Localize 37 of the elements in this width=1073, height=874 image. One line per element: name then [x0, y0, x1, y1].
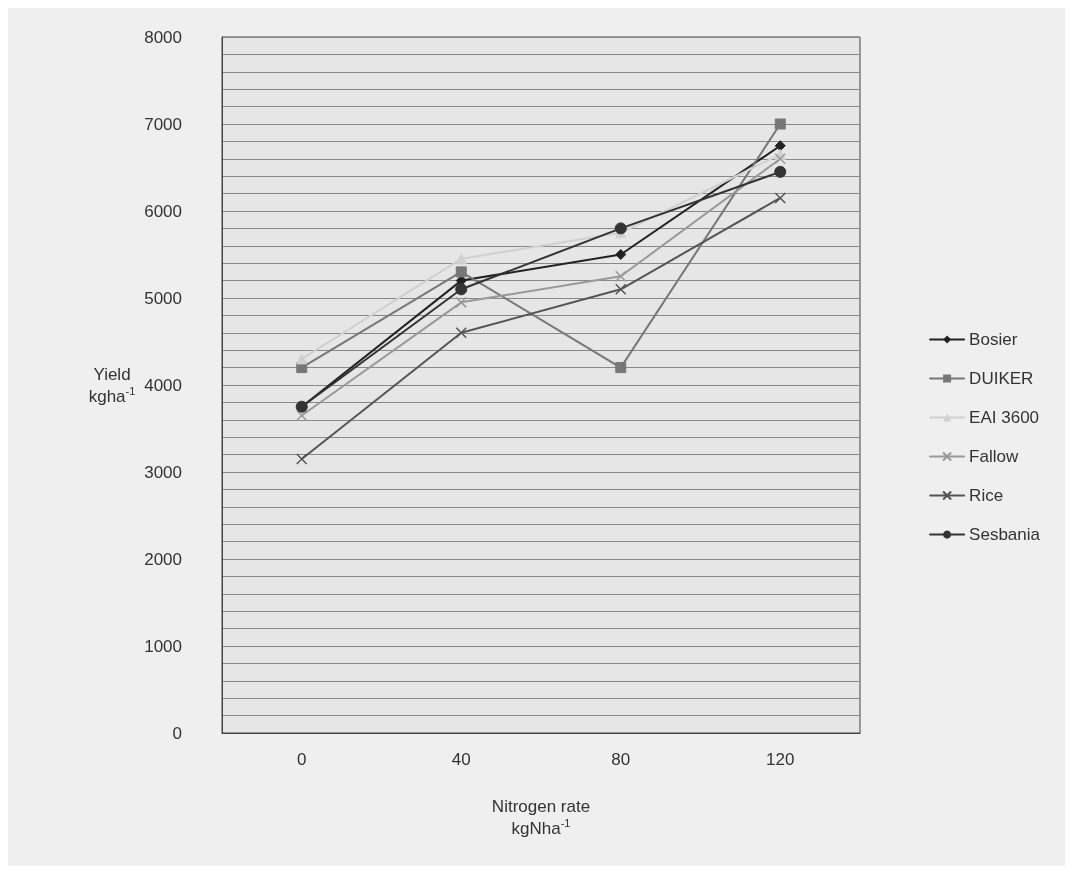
legend-label: Bosier	[969, 330, 1018, 349]
point	[455, 253, 467, 265]
point	[455, 266, 467, 278]
point	[774, 140, 786, 152]
point	[296, 453, 308, 465]
legend-label: Rice	[969, 486, 1004, 505]
point	[615, 283, 627, 296]
legend-label: Fallow	[969, 447, 1019, 466]
point	[615, 249, 627, 260]
y-tick-label: 0	[172, 723, 182, 743]
y-tick-label: 2000	[144, 549, 182, 569]
legend-label: EAI 3600	[969, 408, 1040, 427]
point	[774, 165, 787, 178]
y-tick-label: 7000	[144, 114, 182, 134]
y-tick-label: 3000	[144, 462, 182, 482]
point	[774, 153, 786, 165]
x-tick-label: 120	[766, 750, 795, 769]
point	[296, 353, 308, 365]
y-tick-label: 8000	[144, 27, 182, 47]
point	[614, 222, 627, 235]
x-tick-label: 0	[297, 750, 307, 769]
legend-label: Sesbania	[969, 525, 1041, 544]
point	[455, 296, 467, 309]
point	[615, 270, 627, 282]
x-tick-label: 40	[451, 750, 471, 769]
point	[455, 327, 467, 339]
y-tick-label: 6000	[144, 201, 182, 221]
point	[296, 409, 308, 422]
y-tick-label: 5000	[144, 288, 182, 308]
x-tick-label: 80	[611, 750, 631, 769]
y-tick-label: 4000	[144, 375, 182, 395]
y-tick-label: 1000	[144, 636, 182, 656]
point	[615, 362, 627, 374]
point	[455, 283, 468, 296]
legend-label: DUIKER	[969, 369, 1034, 388]
point	[774, 192, 786, 204]
point	[774, 118, 786, 130]
